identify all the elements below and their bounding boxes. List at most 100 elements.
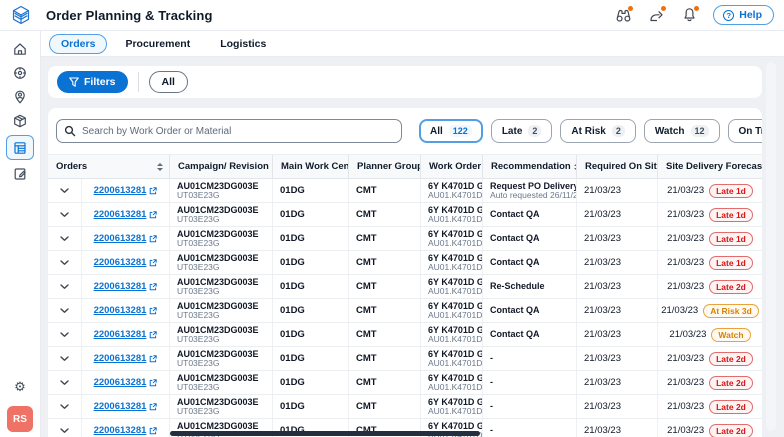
sort-icon[interactable] bbox=[157, 162, 163, 171]
order-link[interactable]: 2200613281 bbox=[93, 401, 147, 412]
planner-group-cell: CMT bbox=[349, 347, 421, 370]
sidebar-item-operations[interactable] bbox=[6, 62, 34, 84]
updates-button[interactable] bbox=[647, 6, 667, 24]
required-on-site-cell: 21/03/23 bbox=[577, 347, 658, 370]
orders-table-card: All 122 Late 2 At Risk 2 Watch 12 On Tra… bbox=[48, 108, 762, 437]
sidebar-item-settings[interactable]: ⚙ bbox=[6, 375, 34, 397]
avatar[interactable]: RS bbox=[7, 406, 33, 432]
external-link-icon[interactable] bbox=[149, 330, 158, 339]
row-expand-button[interactable] bbox=[48, 203, 82, 226]
column-header-required-on-site[interactable]: Required On Site bbox=[577, 155, 658, 178]
tab-procurement[interactable]: Procurement bbox=[125, 37, 191, 50]
column-header-site-delivery-forecast[interactable]: Site Delivery Forecast bbox=[658, 155, 762, 178]
tab-logistics[interactable]: Logistics bbox=[220, 37, 267, 50]
sort-icon[interactable] bbox=[573, 162, 576, 171]
help-button[interactable]: ? Help bbox=[713, 5, 774, 25]
column-header-work-centre[interactable]: Main Work Centre bbox=[273, 155, 349, 178]
app-logo[interactable] bbox=[0, 5, 41, 25]
external-link-icon[interactable] bbox=[149, 186, 158, 195]
work-order-des-cell: 6Y K4701D GBOX AU01.K4701D bbox=[421, 227, 483, 250]
forecast-cell: 21/03/23 Late 2d bbox=[658, 347, 762, 370]
status-badge: Late 2d bbox=[709, 399, 753, 414]
planner-group-cell: CMT bbox=[349, 395, 421, 418]
notifications-button[interactable] bbox=[680, 6, 700, 24]
table-row: 2200613281 AU01CM23DG003E UT03E23G 01DG … bbox=[48, 323, 762, 347]
external-link-icon[interactable] bbox=[149, 402, 158, 411]
order-cell: 2200613281 bbox=[82, 395, 170, 418]
planner-group-cell: CMT bbox=[349, 227, 421, 250]
order-link[interactable]: 2200613281 bbox=[93, 425, 147, 436]
campaign-cell: AU01CM23DG003E UT03E23G bbox=[170, 179, 273, 202]
status-badge: Late 2d bbox=[709, 279, 753, 294]
sidebar-item-field-team[interactable] bbox=[6, 86, 34, 108]
chip-at-risk[interactable]: At Risk 2 bbox=[560, 119, 636, 143]
sidebar-item-work-log[interactable] bbox=[6, 163, 34, 185]
external-link-icon[interactable] bbox=[149, 234, 158, 243]
column-header-work-order-des[interactable]: Work Order Des bbox=[421, 155, 483, 178]
table-toolbar: All 122 Late 2 At Risk 2 Watch 12 On Tra… bbox=[48, 108, 762, 154]
horizontal-scrollbar[interactable] bbox=[170, 431, 480, 436]
orders-table-icon bbox=[14, 141, 26, 154]
work-centre-cell: 01DG bbox=[273, 179, 349, 202]
search-orders-button[interactable] bbox=[614, 6, 634, 24]
order-link[interactable]: 2200613281 bbox=[93, 209, 147, 220]
search-input[interactable] bbox=[56, 119, 402, 143]
row-expand-button[interactable] bbox=[48, 275, 82, 298]
vertical-scrollbar[interactable] bbox=[766, 62, 776, 431]
work-centre-cell: 01DG bbox=[273, 323, 349, 346]
chip-late[interactable]: Late 2 bbox=[490, 119, 553, 143]
row-expand-button[interactable] bbox=[48, 395, 82, 418]
campaign-cell: AU01CM23DG003E UT03E23G bbox=[170, 299, 273, 322]
sidebar-item-inventory[interactable] bbox=[6, 110, 34, 132]
order-link[interactable]: 2200613281 bbox=[93, 329, 147, 340]
order-link[interactable]: 2200613281 bbox=[93, 305, 147, 316]
work-centre-cell: 01DG bbox=[273, 299, 349, 322]
external-link-icon[interactable] bbox=[149, 282, 158, 291]
order-link[interactable]: 2200613281 bbox=[93, 185, 147, 196]
order-link[interactable]: 2200613281 bbox=[93, 353, 147, 364]
row-expand-button[interactable] bbox=[48, 251, 82, 274]
column-header-recommendation[interactable]: Recommendation bbox=[483, 155, 577, 178]
chip-watch[interactable]: Watch 12 bbox=[643, 119, 720, 143]
chevron-down-icon bbox=[60, 403, 69, 409]
external-link-icon[interactable] bbox=[149, 306, 158, 315]
column-header-planner-group[interactable]: Planner Group bbox=[349, 155, 421, 178]
row-expand-button[interactable] bbox=[48, 227, 82, 250]
sidebar-item-orders[interactable] bbox=[6, 135, 34, 160]
order-link[interactable]: 2200613281 bbox=[93, 377, 147, 388]
chip-all[interactable]: All 122 bbox=[419, 119, 483, 143]
row-expand-button[interactable] bbox=[48, 299, 82, 322]
filter-all-pill[interactable]: All bbox=[148, 71, 188, 93]
external-link-icon[interactable] bbox=[149, 426, 158, 435]
forecast-cell: 21/03/23 Late 1d bbox=[658, 251, 762, 274]
external-link-icon[interactable] bbox=[149, 258, 158, 267]
sort-icon[interactable] bbox=[271, 162, 272, 171]
external-link-icon[interactable] bbox=[149, 354, 158, 363]
tab-orders[interactable]: Orders bbox=[49, 33, 108, 54]
order-link[interactable]: 2200613281 bbox=[93, 233, 147, 244]
forecast-cell: 21/03/23 Watch bbox=[658, 323, 762, 346]
column-header-orders[interactable]: Orders bbox=[48, 155, 170, 178]
order-link[interactable]: 2200613281 bbox=[93, 257, 147, 268]
row-expand-button[interactable] bbox=[48, 347, 82, 370]
recommendation-cell: Contact QA bbox=[483, 251, 577, 274]
row-expand-button[interactable] bbox=[48, 179, 82, 202]
external-link-icon[interactable] bbox=[149, 378, 158, 387]
row-expand-button[interactable] bbox=[48, 419, 82, 437]
forecast-cell: 21/03/23 Late 1d bbox=[658, 203, 762, 226]
order-cell: 2200613281 bbox=[82, 419, 170, 437]
planner-group-cell: CMT bbox=[349, 323, 421, 346]
chip-on-track[interactable]: On Track 106 bbox=[727, 119, 762, 143]
chevron-down-icon bbox=[60, 283, 69, 289]
external-link-icon[interactable] bbox=[149, 210, 158, 219]
row-expand-button[interactable] bbox=[48, 323, 82, 346]
row-expand-button[interactable] bbox=[48, 371, 82, 394]
order-cell: 2200613281 bbox=[82, 179, 170, 202]
order-link[interactable]: 2200613281 bbox=[93, 281, 147, 292]
sidebar-item-home[interactable] bbox=[6, 38, 34, 60]
chevron-down-icon bbox=[60, 259, 69, 265]
search-icon bbox=[64, 125, 76, 137]
column-header-campaign[interactable]: Campaign/ Revision bbox=[170, 155, 273, 178]
chip-label: On Track bbox=[738, 125, 762, 137]
filters-button[interactable]: Filters bbox=[57, 71, 128, 93]
